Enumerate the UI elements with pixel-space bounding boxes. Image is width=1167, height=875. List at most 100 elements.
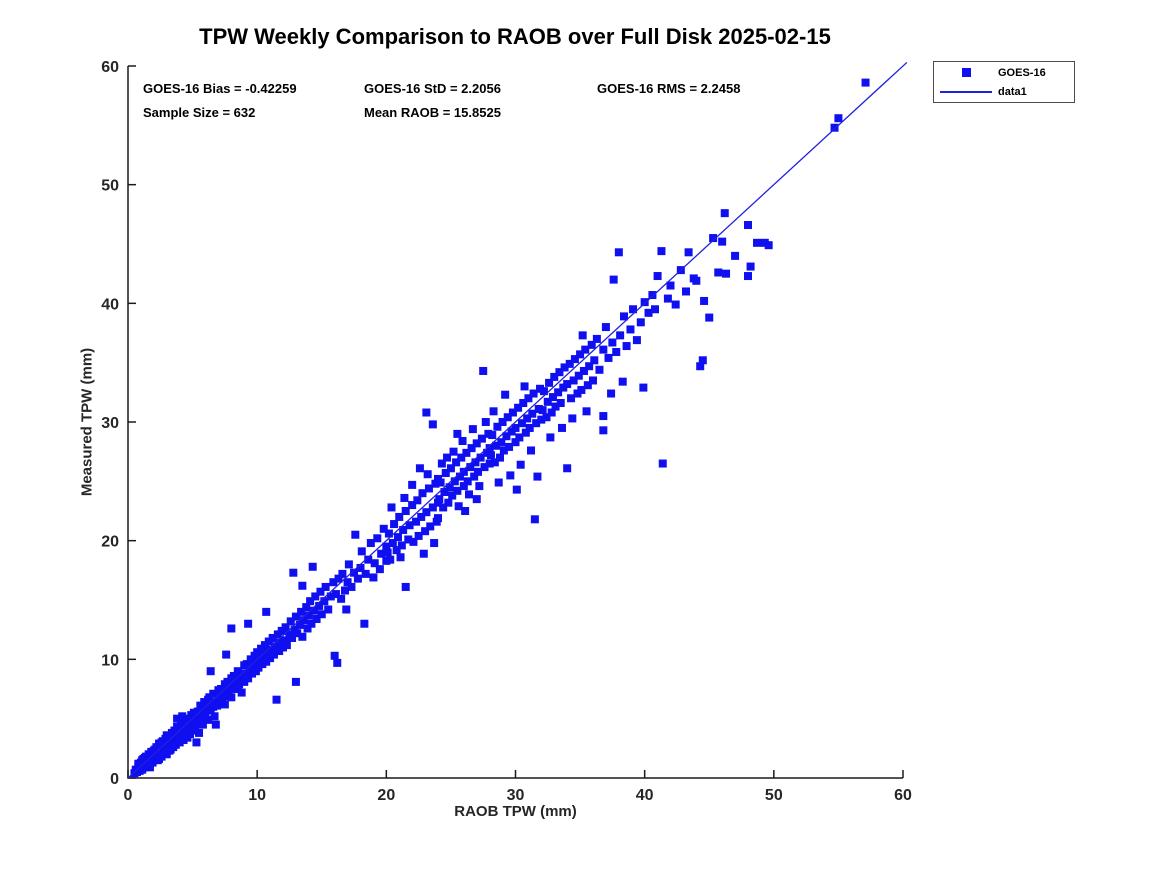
data-point [419, 549, 428, 558]
data-point [511, 438, 520, 447]
data-point [595, 365, 604, 374]
x-tick-label: 10 [248, 787, 266, 804]
data-point [505, 442, 514, 451]
data-point [316, 587, 325, 596]
data-point [353, 574, 362, 583]
data-point [718, 237, 727, 246]
data-point [459, 467, 468, 476]
data-point [479, 366, 488, 375]
data-point [700, 296, 709, 305]
data-point [437, 459, 446, 468]
data-point [834, 114, 843, 123]
data-point [565, 359, 574, 368]
data-point [592, 334, 601, 343]
data-point [648, 291, 657, 300]
data-point [244, 674, 253, 683]
data-point [528, 409, 537, 418]
data-point [356, 563, 365, 572]
data-point [555, 368, 564, 377]
data-point [445, 483, 454, 492]
data-point [201, 711, 210, 720]
data-point [746, 262, 755, 271]
data-point [671, 300, 680, 309]
data-point [488, 431, 497, 440]
data-point [298, 632, 307, 641]
data-point [861, 78, 870, 87]
data-point [383, 548, 392, 557]
data-point [720, 209, 729, 218]
legend: GOES-16 data1 [933, 61, 1075, 103]
data-point [651, 305, 659, 314]
data-point [604, 353, 613, 362]
data-point [714, 268, 723, 277]
data-point [470, 472, 479, 481]
chart-title: TPW Weekly Comparison to RAOB over Full … [199, 24, 831, 49]
data-point [626, 325, 635, 334]
data-point [486, 451, 495, 460]
data-point [560, 363, 569, 372]
data-point [496, 453, 504, 462]
data-point [492, 441, 501, 450]
data-point [173, 714, 182, 723]
data-point [269, 650, 278, 659]
data-point [315, 601, 324, 610]
data-point [585, 362, 594, 371]
data-point [453, 486, 462, 495]
data-point [463, 477, 472, 486]
data-point [539, 387, 548, 396]
data-point [386, 555, 395, 564]
data-point [542, 413, 551, 422]
data-point [582, 407, 591, 416]
data-point [556, 399, 565, 408]
data-point [396, 553, 405, 562]
stat-bias: GOES-16 Bias = -0.42259 [143, 81, 297, 96]
data-point [297, 607, 306, 616]
data-point [448, 491, 457, 500]
data-point [663, 294, 672, 303]
data-point [698, 356, 707, 365]
data-point [223, 692, 232, 701]
data-point [377, 549, 386, 558]
data-point [517, 419, 526, 428]
data-point [400, 493, 409, 502]
data-point [302, 603, 311, 612]
data-point [589, 376, 597, 385]
data-point [424, 484, 433, 493]
data-point [395, 512, 404, 521]
fit-line [127, 61, 908, 779]
data-point [307, 619, 316, 628]
data-point [485, 459, 494, 468]
legend-row-goes16: GOES-16 [934, 64, 1074, 81]
data-point [341, 586, 349, 595]
data-point [753, 238, 762, 247]
data-point [418, 489, 427, 498]
data-point [405, 521, 414, 530]
legend-label-data1: data1 [998, 85, 1027, 98]
data-point [162, 731, 171, 740]
data-point [397, 541, 406, 550]
data-point [308, 562, 317, 571]
data-point [157, 738, 166, 747]
data-point [744, 221, 752, 230]
y-axis-label: Measured TPW (mm) [78, 347, 96, 497]
x-tick-label: 0 [124, 787, 133, 804]
x-tick-label: 30 [507, 787, 525, 804]
data-point [217, 685, 225, 693]
data-point [299, 616, 308, 625]
data-point [289, 568, 298, 577]
data-point [577, 385, 586, 394]
data-point [399, 525, 408, 534]
data-point [331, 590, 340, 599]
data-point [426, 522, 435, 531]
data-point [477, 434, 486, 443]
data-point [413, 496, 422, 505]
data-point [601, 323, 610, 332]
y-tick-label: 40 [101, 296, 119, 313]
data-point [244, 619, 253, 628]
data-point [692, 276, 701, 285]
data-point [682, 287, 690, 296]
data-point [657, 247, 666, 256]
data-point [417, 512, 426, 521]
